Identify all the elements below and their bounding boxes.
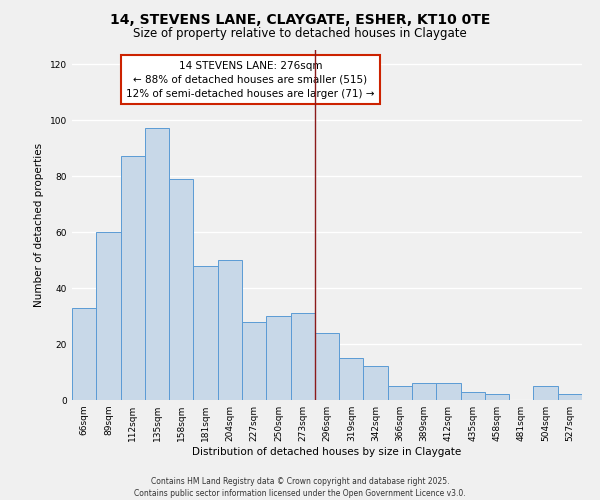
Bar [533, 386, 558, 400]
Bar [169, 179, 193, 400]
Bar [558, 394, 582, 400]
Bar [242, 322, 266, 400]
Bar [121, 156, 145, 400]
Text: Size of property relative to detached houses in Claygate: Size of property relative to detached ho… [133, 28, 467, 40]
X-axis label: Distribution of detached houses by size in Claygate: Distribution of detached houses by size … [193, 447, 461, 457]
Bar [388, 386, 412, 400]
Bar [193, 266, 218, 400]
Text: 14, STEVENS LANE, CLAYGATE, ESHER, KT10 0TE: 14, STEVENS LANE, CLAYGATE, ESHER, KT10 … [110, 12, 490, 26]
Bar [145, 128, 169, 400]
Bar [315, 333, 339, 400]
Bar [436, 383, 461, 400]
Bar [218, 260, 242, 400]
Text: Contains HM Land Registry data © Crown copyright and database right 2025.
Contai: Contains HM Land Registry data © Crown c… [134, 476, 466, 498]
Bar [339, 358, 364, 400]
Text: 14 STEVENS LANE: 276sqm
← 88% of detached houses are smaller (515)
12% of semi-d: 14 STEVENS LANE: 276sqm ← 88% of detache… [126, 60, 375, 98]
Bar [461, 392, 485, 400]
Bar [485, 394, 509, 400]
Bar [96, 232, 121, 400]
Y-axis label: Number of detached properties: Number of detached properties [34, 143, 44, 307]
Bar [290, 313, 315, 400]
Bar [266, 316, 290, 400]
Bar [412, 383, 436, 400]
Bar [72, 308, 96, 400]
Bar [364, 366, 388, 400]
